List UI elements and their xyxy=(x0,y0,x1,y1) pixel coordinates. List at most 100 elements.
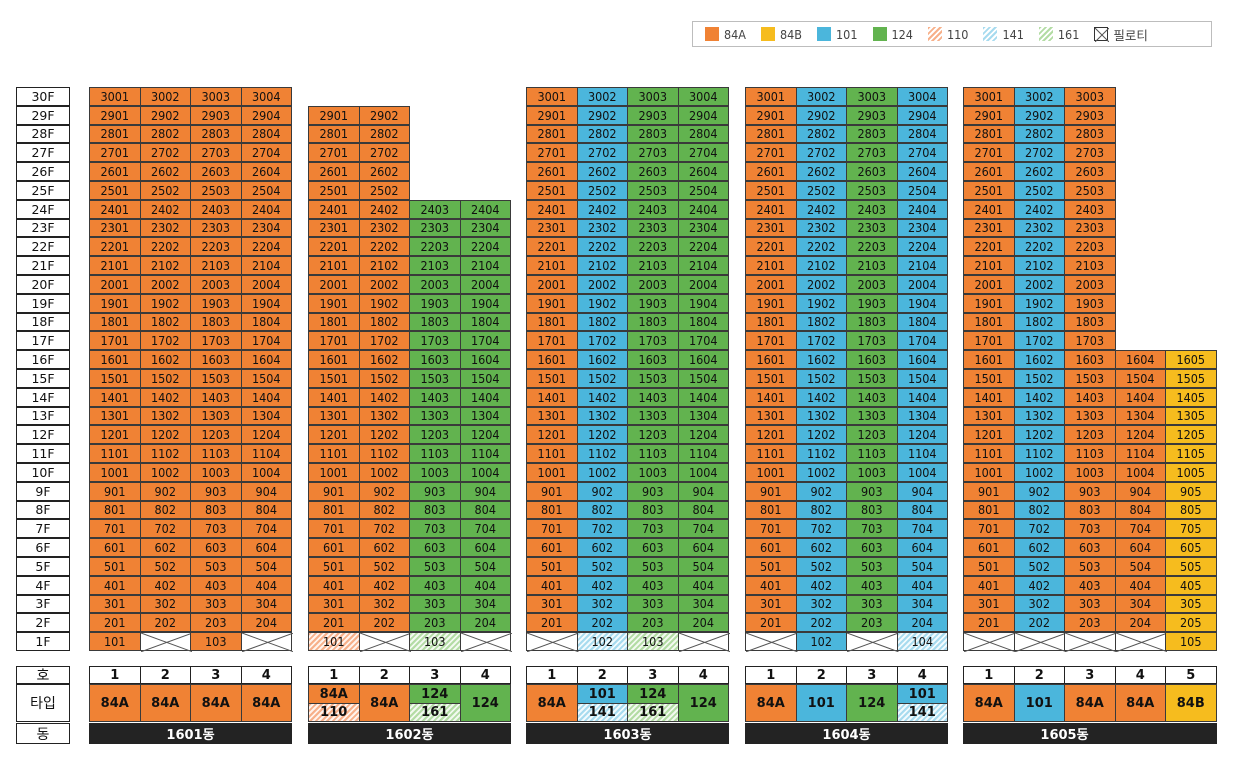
unit-cell[interactable]: 1704 xyxy=(459,331,511,351)
unit-cell[interactable]: 2601 xyxy=(745,162,797,181)
unit-cell[interactable]: 301 xyxy=(963,594,1015,614)
unit-cell[interactable]: 1003 xyxy=(409,463,461,482)
unit-cell[interactable]: 2302 xyxy=(1013,218,1065,238)
unit-cell[interactable]: 304 xyxy=(240,594,292,614)
unit-cell[interactable]: 603 xyxy=(1064,538,1116,557)
unit-cell[interactable]: 1404 xyxy=(677,387,729,407)
unit-cell[interactable]: 1503 xyxy=(190,369,242,388)
unit-cell[interactable]: 2502 xyxy=(576,181,628,200)
unit-cell[interactable]: 2301 xyxy=(963,218,1015,238)
unit-cell[interactable]: 203 xyxy=(1064,613,1116,633)
unit-cell[interactable]: 1802 xyxy=(795,312,847,332)
unit-cell[interactable]: 1305 xyxy=(1165,406,1217,426)
unit-cell[interactable]: 1103 xyxy=(190,444,242,463)
unit-cell[interactable]: 1402 xyxy=(1013,387,1065,407)
unit-cell[interactable]: 1403 xyxy=(627,387,679,407)
unit-cell[interactable]: 2001 xyxy=(745,275,797,294)
unit-cell[interactable]: 1503 xyxy=(409,369,461,388)
unit-cell[interactable]: 2701 xyxy=(745,143,797,163)
unit-cell[interactable]: 2001 xyxy=(308,275,360,294)
unit-cell[interactable]: 602 xyxy=(576,538,628,557)
unit-cell[interactable]: 2103 xyxy=(846,256,898,275)
unit-cell[interactable]: 1203 xyxy=(409,425,461,445)
unit-cell[interactable]: 2704 xyxy=(896,143,948,163)
unit-cell[interactable]: 501 xyxy=(745,557,797,576)
unit-cell[interactable]: 2402 xyxy=(1013,199,1065,219)
unit-cell[interactable]: 2304 xyxy=(677,218,729,238)
unit-cell[interactable]: 205 xyxy=(1165,613,1217,633)
unit-cell[interactable]: 2001 xyxy=(526,275,578,294)
unit-cell[interactable]: 1501 xyxy=(308,369,360,388)
unit-cell[interactable]: 403 xyxy=(627,575,679,595)
unit-cell[interactable]: 1501 xyxy=(526,369,578,388)
unit-cell[interactable]: 2803 xyxy=(627,124,679,144)
unit-cell[interactable]: 1803 xyxy=(190,312,242,332)
unit-cell[interactable]: 1902 xyxy=(358,293,410,313)
unit-cell[interactable]: 1902 xyxy=(576,293,628,313)
unit-cell[interactable]: 201 xyxy=(526,613,578,633)
unit-cell[interactable]: 1004 xyxy=(677,463,729,482)
unit-cell[interactable]: 1202 xyxy=(576,425,628,445)
unit-cell[interactable]: 2104 xyxy=(896,256,948,275)
unit-cell[interactable]: 2503 xyxy=(190,181,242,200)
unit-cell[interactable]: 702 xyxy=(139,519,191,539)
unit-cell[interactable]: 902 xyxy=(139,481,191,501)
unit-cell[interactable]: 2202 xyxy=(795,237,847,257)
unit-cell[interactable]: 1001 xyxy=(89,463,141,482)
unit-cell[interactable]: 1104 xyxy=(240,444,292,463)
unit-cell[interactable]: 1101 xyxy=(89,444,141,463)
unit-cell[interactable]: 2204 xyxy=(459,237,511,257)
unit-cell[interactable]: 2204 xyxy=(677,237,729,257)
unit-cell[interactable]: 2702 xyxy=(576,143,628,163)
unit-cell[interactable]: 1201 xyxy=(89,425,141,445)
unit-cell[interactable]: 1005 xyxy=(1165,463,1217,482)
unit-cell[interactable]: 503 xyxy=(190,557,242,576)
unit-cell[interactable]: 1203 xyxy=(190,425,242,445)
unit-cell[interactable]: 1604 xyxy=(677,350,729,369)
unit-cell[interactable]: 2002 xyxy=(358,275,410,294)
unit-cell[interactable]: 401 xyxy=(745,575,797,595)
unit-cell[interactable]: 204 xyxy=(240,613,292,633)
unit-cell[interactable]: 404 xyxy=(459,575,511,595)
unit-cell[interactable]: 101 xyxy=(89,632,141,651)
unit-cell[interactable]: 703 xyxy=(1064,519,1116,539)
unit-cell[interactable]: 1504 xyxy=(1114,369,1166,388)
unit-cell[interactable]: 801 xyxy=(89,500,141,520)
unit-cell[interactable]: 2701 xyxy=(963,143,1015,163)
unit-cell[interactable]: 2901 xyxy=(963,105,1015,125)
unit-cell[interactable]: 1302 xyxy=(139,406,191,426)
unit-cell[interactable]: 3002 xyxy=(576,87,628,106)
unit-cell[interactable]: 304 xyxy=(1114,594,1166,614)
unit-cell[interactable]: 903 xyxy=(409,481,461,501)
unit-cell[interactable]: 901 xyxy=(89,481,141,501)
unit-cell[interactable]: 2503 xyxy=(1064,181,1116,200)
unit-cell[interactable]: 1002 xyxy=(1013,463,1065,482)
unit-cell[interactable]: 703 xyxy=(627,519,679,539)
unit-cell[interactable]: 502 xyxy=(576,557,628,576)
unit-cell[interactable]: 2804 xyxy=(240,124,292,144)
unit-cell[interactable]: 1103 xyxy=(1064,444,1116,463)
unit-cell[interactable]: 804 xyxy=(677,500,729,520)
unit-cell[interactable]: 302 xyxy=(795,594,847,614)
unit-cell[interactable]: 2804 xyxy=(896,124,948,144)
unit-cell[interactable]: 1902 xyxy=(1013,293,1065,313)
unit-cell[interactable]: 1202 xyxy=(1013,425,1065,445)
unit-cell[interactable]: 202 xyxy=(139,613,191,633)
unit-cell[interactable]: 202 xyxy=(358,613,410,633)
unit-cell[interactable]: 1701 xyxy=(745,331,797,351)
unit-cell[interactable]: 2003 xyxy=(846,275,898,294)
unit-cell[interactable]: 3002 xyxy=(1013,87,1065,106)
unit-cell[interactable]: 1304 xyxy=(677,406,729,426)
unit-cell[interactable]: 2502 xyxy=(358,181,410,200)
unit-cell[interactable]: 2901 xyxy=(89,105,141,125)
unit-cell[interactable]: 1202 xyxy=(139,425,191,445)
unit-cell[interactable]: 704 xyxy=(677,519,729,539)
unit-cell[interactable]: 2602 xyxy=(1013,162,1065,181)
unit-cell[interactable]: 1304 xyxy=(240,406,292,426)
unit-cell[interactable]: 1302 xyxy=(576,406,628,426)
unit-cell[interactable]: 1504 xyxy=(677,369,729,388)
unit-cell[interactable]: 305 xyxy=(1165,594,1217,614)
unit-cell[interactable]: 1103 xyxy=(409,444,461,463)
unit-cell[interactable]: 702 xyxy=(1013,519,1065,539)
unit-cell[interactable]: 302 xyxy=(358,594,410,614)
